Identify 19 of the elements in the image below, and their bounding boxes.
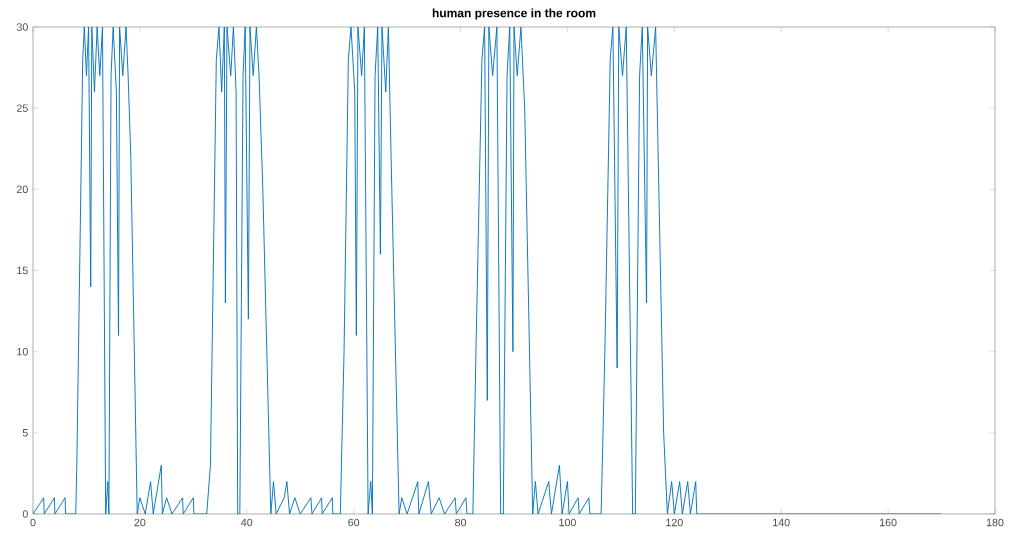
x-tick-label: 40	[241, 518, 253, 527]
y-tick-label: 25	[16, 104, 28, 112]
x-tick-label: 160	[880, 518, 897, 527]
x-tick-label: 80	[455, 518, 467, 527]
x-tick-label: 180	[986, 518, 1004, 527]
chart-title: human presence in the room	[432, 8, 596, 20]
x-tick-label: 0	[30, 518, 36, 527]
x-tick-label: 20	[134, 518, 146, 527]
y-tick-label: 20	[16, 185, 28, 194]
y-tick-label: 10	[17, 347, 28, 356]
x-tick-label: 120	[666, 518, 683, 527]
line-series	[33, 27, 943, 514]
x-tick-label: 100	[559, 518, 576, 527]
y-tick-label: 30	[16, 23, 28, 31]
y-tick-label: 15	[17, 266, 28, 275]
x-tick-label: 140	[773, 518, 790, 527]
y-tick-label: 5	[22, 429, 28, 437]
y-tick-label: 0	[22, 510, 28, 518]
x-tick-label: 60	[348, 518, 360, 527]
